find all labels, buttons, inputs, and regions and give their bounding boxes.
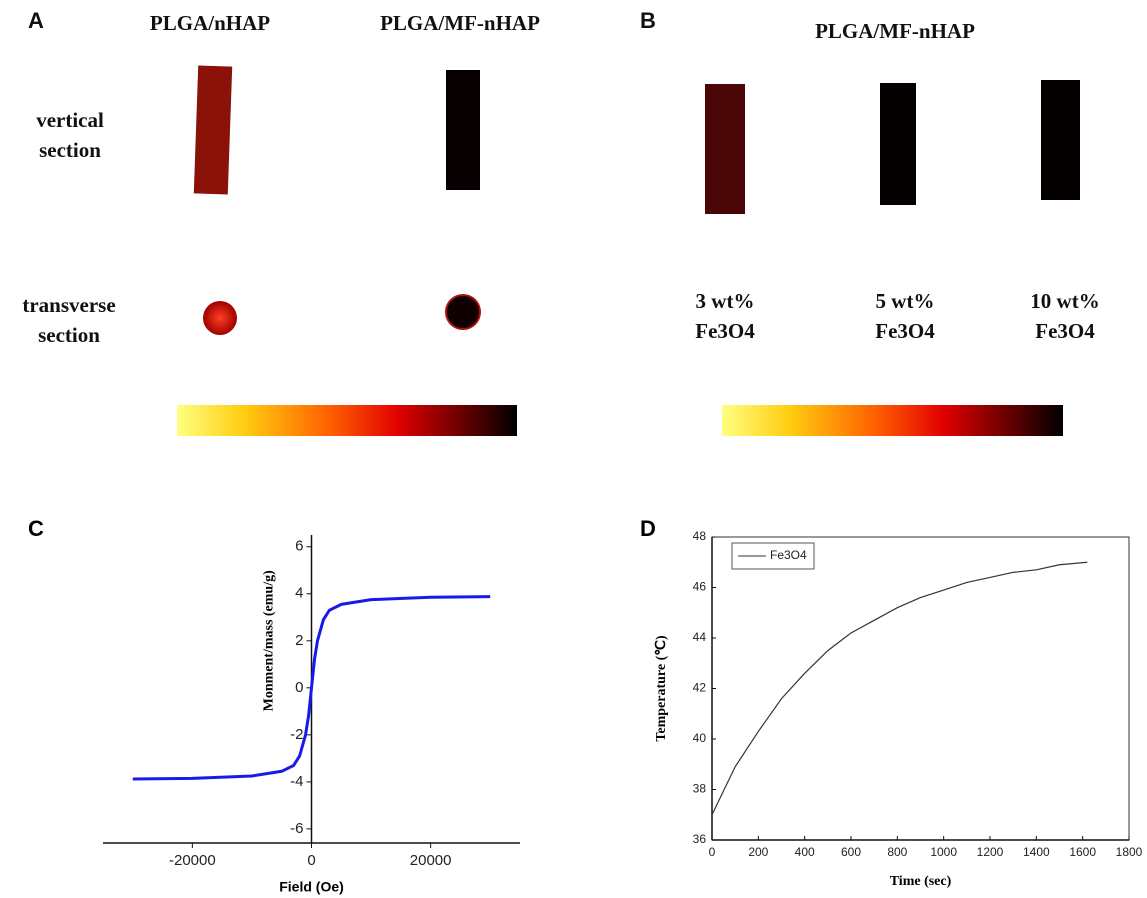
sample-image [194,65,232,194]
sample-image [1041,80,1080,200]
y-tick-label: 38 [693,782,707,796]
x-tick-label: -20000 [169,852,216,869]
y-axis-label: Temperature (℃) [654,635,669,742]
y-tick-label: 42 [693,681,707,695]
colorbar [177,405,517,436]
sample-image [880,83,916,205]
x-tick-label: 200 [748,845,768,859]
y-tick-label: -4 [290,773,303,790]
sample-label: 5 wt% Fe3O4 [860,286,950,346]
x-tick-label: 1000 [930,845,957,859]
y-tick-label: 4 [295,585,303,602]
sample-label: 10 wt% Fe3O4 [1020,286,1110,346]
panel-letter: A [28,8,44,34]
panel-letter: D [640,516,656,541]
y-tick-label: 40 [693,731,707,745]
data-line [712,562,1087,815]
sample-image [446,70,480,190]
sample-image [203,301,237,335]
sample-image [446,295,480,329]
panel-letter: B [640,8,656,34]
x-tick-label: 600 [841,845,861,859]
column-label: PLGA/nHAP [130,8,290,38]
x-tick-label: 800 [887,845,907,859]
legend-label: Fe3O4 [770,548,807,562]
y-tick-label: 44 [693,630,707,644]
y-tick-label: 2 [295,632,303,649]
row-label: vertical section [15,105,125,165]
y-tick-label: 0 [295,679,303,696]
x-tick-label: 1200 [977,845,1004,859]
y-tick-label: -6 [290,820,303,837]
y-tick-label: 36 [693,832,707,846]
panel-letter: C [28,516,44,541]
x-tick-label: 0 [709,845,716,859]
sample-image [705,84,745,214]
x-axis-label: Time (sec) [890,874,952,889]
figure-graphics: C-20000020000-6-4-20246Field (Oe)Monment… [0,0,1147,898]
x-tick-label: 400 [795,845,815,859]
x-tick-label: 1400 [1023,845,1050,859]
colorbar [722,405,1063,436]
x-tick-label: 1600 [1069,845,1096,859]
plot-frame [712,537,1129,840]
row-label: transverse section [5,290,133,350]
y-tick-label: -2 [290,726,303,743]
y-tick-label: 6 [295,538,303,555]
panel-title: PLGA/MF-nHAP [795,16,995,46]
column-label: PLGA/MF-nHAP [360,8,560,38]
x-tick-label: 0 [307,852,315,869]
sample-label: 3 wt% Fe3O4 [680,286,770,346]
x-tick-label: 20000 [410,852,452,869]
y-axis-label: Monment/mass (emu/g) [262,570,277,711]
x-axis-label: Field (Oe) [279,879,344,895]
y-tick-label: 46 [693,580,707,594]
x-tick-label: 1800 [1116,845,1143,859]
figure: C-20000020000-6-4-20246Field (Oe)Monment… [0,0,1147,898]
y-tick-label: 48 [693,529,707,543]
